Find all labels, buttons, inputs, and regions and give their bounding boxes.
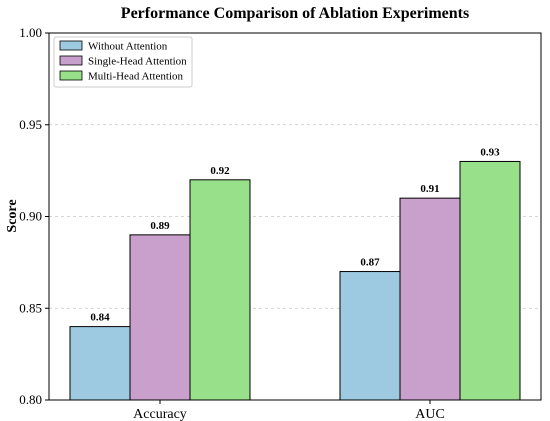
- x-tick-label: Accuracy: [133, 407, 187, 421]
- x-tick-label: AUC: [415, 407, 445, 421]
- y-axis-ticks: 0.80 0.85 0.90 0.95 1.00: [19, 25, 49, 407]
- bar: [69, 326, 131, 401]
- legend-label: Without Attention: [88, 41, 168, 53]
- y-axis-label: Score: [5, 199, 20, 232]
- legend-label: Multi-Head Attention: [88, 71, 184, 83]
- bar: [129, 234, 191, 401]
- data-label: 0.84: [90, 312, 110, 324]
- data-label: 0.87: [360, 257, 380, 269]
- y-tick-label: 0.95: [19, 117, 42, 132]
- bar: [189, 179, 251, 401]
- legend: Without Attention Single-Head Attention Mu…: [53, 36, 193, 88]
- data-label: 0.93: [480, 146, 500, 158]
- bars: [69, 160, 521, 401]
- legend-swatch: [59, 55, 83, 66]
- y-tick-label: 0.85: [19, 300, 42, 315]
- x-axis-ticks: Accuracy AUC: [133, 400, 445, 421]
- bar: [459, 160, 521, 401]
- y-tick-label: 0.90: [19, 209, 42, 224]
- bar: [339, 271, 401, 401]
- legend-swatch: [59, 40, 83, 51]
- legend-label: Single-Head Attention: [88, 56, 187, 68]
- y-tick-label: 0.80: [19, 392, 42, 407]
- data-labels: 0.84 0.89 0.92 0.87 0.91 0.93: [90, 146, 500, 323]
- data-label: 0.92: [210, 165, 230, 177]
- legend-swatch: [59, 70, 83, 81]
- bar: [399, 197, 461, 401]
- legend-box: [53, 36, 193, 88]
- chart-title: Performance Comparison of Ablation Exper…: [121, 5, 469, 22]
- data-label: 0.89: [150, 220, 170, 232]
- y-tick-label: 1.00: [19, 25, 42, 40]
- data-label: 0.91: [420, 183, 439, 195]
